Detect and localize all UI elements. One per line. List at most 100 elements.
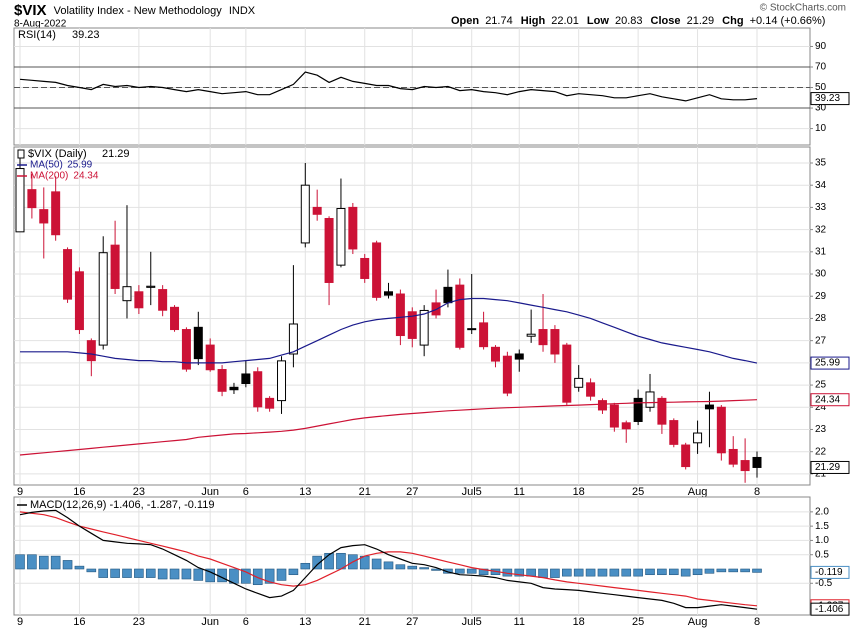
series-line	[19, 71, 758, 102]
x-tick-label: 16	[73, 486, 85, 498]
x-tick-label: 11	[514, 616, 525, 628]
histogram-bar	[704, 568, 715, 574]
candle-body	[633, 397, 643, 422]
histogram-bar	[134, 568, 144, 578]
histogram-bar	[181, 568, 192, 580]
y-tick-label: 1.0	[815, 535, 829, 546]
value-box-label: -0.119	[815, 567, 843, 578]
exchange: INDX	[229, 5, 256, 17]
histogram-bar	[680, 568, 691, 577]
x-tick-label: 8	[754, 486, 760, 498]
candle-body	[443, 286, 453, 304]
candle-body	[502, 355, 512, 394]
y-tick-label: 30	[815, 269, 827, 280]
value-box-label: -1.406	[815, 604, 844, 615]
histogram-bar	[752, 568, 762, 573]
value-box-label: 21.29	[815, 462, 840, 473]
name: Volatility Index - New Methodology	[54, 5, 223, 17]
candle-body	[229, 386, 239, 391]
candle-body	[693, 432, 703, 444]
histogram-bar	[455, 568, 465, 574]
candle-body	[419, 309, 429, 346]
symbol: $VIX	[14, 2, 47, 19]
histogram-bar	[407, 565, 418, 570]
x-tick-label: Jul5	[462, 486, 482, 498]
legend-value: 24.34	[73, 171, 98, 182]
candle-body	[669, 420, 679, 445]
candle-body	[562, 344, 572, 403]
x-tick-label: 25	[632, 486, 644, 498]
candle-body	[740, 460, 750, 472]
histogram-bar	[324, 552, 334, 570]
series-line	[19, 511, 758, 607]
histogram-bar	[276, 568, 287, 581]
candle-body	[146, 285, 156, 288]
series-line	[19, 399, 758, 456]
candle-body	[158, 289, 168, 311]
histogram-bar	[371, 558, 382, 570]
histogram-bar	[110, 568, 120, 578]
panel-label: RSI(14)	[18, 29, 56, 41]
low-label: Low	[587, 15, 609, 27]
x-tick-label: 11	[514, 486, 525, 498]
x-tick-label: 23	[133, 486, 145, 498]
histogram-bar	[205, 568, 215, 583]
candle-body	[324, 218, 334, 283]
y-tick-label: 24	[815, 402, 827, 413]
histogram-bar	[716, 568, 727, 573]
legend-label: MA(50)	[30, 160, 63, 171]
candle-body	[514, 353, 524, 360]
histogram-bar	[597, 568, 608, 577]
candle-body	[752, 456, 762, 468]
y-tick-label: 30	[815, 103, 827, 114]
candle-body	[265, 397, 275, 409]
candle-body	[15, 168, 25, 233]
histogram-bar	[562, 568, 572, 577]
histogram-bar	[514, 568, 525, 577]
y-tick-label: -0.5	[815, 578, 833, 589]
histogram-bar	[419, 567, 429, 570]
x-tick-label: 18	[573, 616, 585, 628]
histogram-bar	[585, 568, 596, 577]
histogram-bar	[443, 568, 453, 574]
x-tick-label: 16	[73, 616, 85, 628]
x-tick-label: Aug	[688, 616, 708, 628]
histogram-bar	[609, 568, 620, 577]
x-tick-label: 21	[359, 486, 371, 498]
x-tick-label: Jun	[201, 616, 219, 628]
x-tick-label: 6	[243, 486, 249, 498]
candle-body	[586, 382, 596, 397]
candle-body	[609, 404, 619, 428]
histogram-bar	[300, 562, 311, 570]
panel-value: 21.29	[102, 148, 130, 160]
x-tick-label: Aug	[688, 486, 708, 498]
x-tick-label: Jun	[201, 486, 219, 498]
candle-body	[621, 422, 631, 430]
x-tick-label: 6	[243, 616, 249, 628]
high-label: High	[521, 15, 546, 27]
candle-body	[312, 206, 322, 215]
histogram-bar	[728, 568, 739, 573]
histogram-bar	[62, 560, 73, 570]
candle-body	[597, 400, 607, 411]
y-tick-label: 31	[815, 246, 827, 257]
candle-body	[63, 249, 73, 300]
histogram-bar	[74, 565, 85, 570]
candle-body	[490, 346, 500, 362]
candle-body	[193, 326, 203, 360]
y-tick-label: 33	[815, 202, 827, 213]
chg-label: Chg	[722, 15, 743, 27]
histogram-bar	[657, 568, 667, 576]
histogram-bar	[252, 568, 263, 586]
candle-body	[122, 286, 132, 302]
candle-body	[360, 257, 370, 279]
candle-body	[657, 397, 667, 425]
value-box	[810, 565, 850, 579]
x-tick-label: 21	[359, 616, 371, 628]
header-title: $VIX Volatility Index - New Methodology …	[14, 2, 256, 19]
histogram-bar	[692, 568, 703, 576]
candle-body	[39, 209, 49, 224]
candle-body	[550, 329, 560, 355]
candle-body	[86, 340, 96, 362]
histogram-bar	[466, 568, 477, 574]
